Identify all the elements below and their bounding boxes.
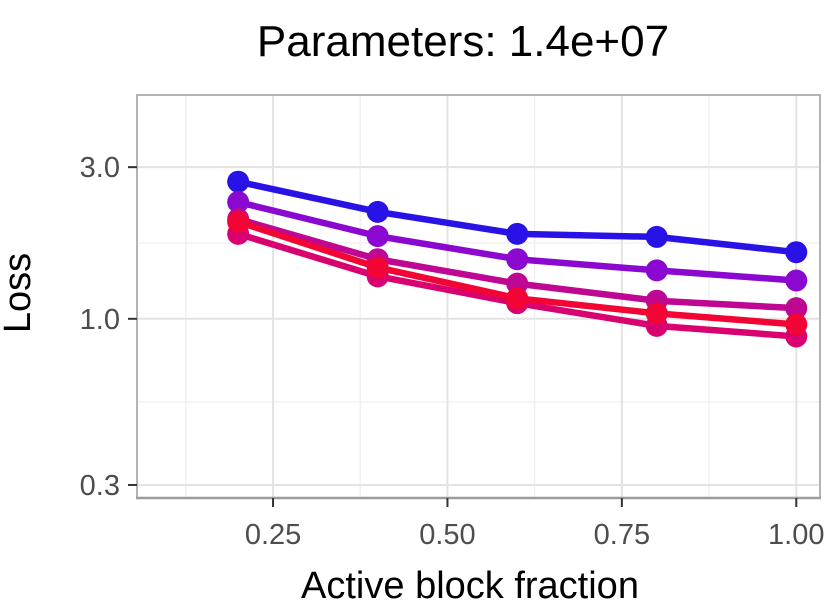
- gridlines: [137, 95, 820, 498]
- x-tick-label: 1.00: [768, 519, 824, 551]
- data-point-red: [506, 287, 529, 310]
- y-axis-title: Loss: [0, 253, 39, 333]
- x-axis-title: Active block fraction: [301, 565, 639, 607]
- data-point-blue: [645, 225, 668, 248]
- data-point-purple: [506, 248, 529, 271]
- data-point-red: [645, 302, 668, 325]
- data-point-purple: [227, 191, 250, 214]
- data-point-red: [227, 210, 250, 233]
- data-point-purple: [645, 259, 668, 282]
- data-point-purple: [366, 225, 389, 248]
- y-tick-label: 3.0: [80, 152, 120, 184]
- x-tick-label: 0.25: [245, 519, 301, 551]
- y-tick-label: 1.0: [80, 304, 120, 336]
- data-point-purple: [785, 269, 808, 292]
- data-point-blue: [227, 170, 250, 193]
- data-point-red: [366, 256, 389, 279]
- y-tick-label: 0.3: [80, 470, 120, 502]
- x-tick-label: 0.50: [419, 519, 475, 551]
- series-points: [227, 170, 808, 348]
- data-point-blue: [785, 241, 808, 264]
- data-point-red: [785, 313, 808, 336]
- chart-title: Parameters: 1.4e+07: [257, 17, 669, 66]
- data-point-dark-magenta: [785, 297, 808, 320]
- x-tick-label: 0.75: [594, 519, 650, 551]
- axis-tick-marks: [128, 166, 798, 507]
- data-point-blue: [366, 200, 389, 223]
- data-point-blue: [506, 222, 529, 245]
- axis-tick-labels: 0.25 0.50 0.75 1.00 3.0 1.0 0.3: [80, 152, 825, 551]
